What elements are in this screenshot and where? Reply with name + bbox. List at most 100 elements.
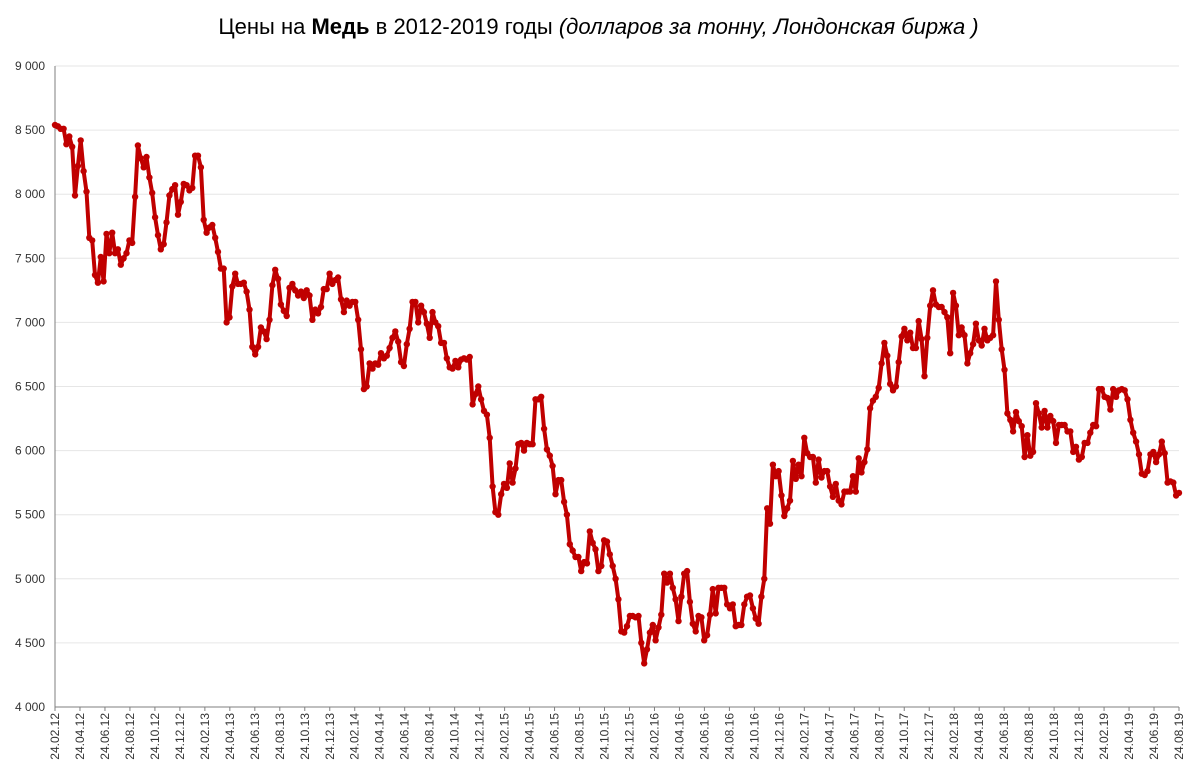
data-point: [363, 383, 370, 390]
data-point: [904, 337, 911, 344]
data-point: [615, 596, 622, 603]
data-point: [249, 343, 256, 350]
data-point: [1015, 417, 1022, 425]
data-point: [1044, 424, 1051, 431]
data-point: [260, 328, 267, 335]
data-point: [226, 314, 233, 321]
data-point: [792, 475, 799, 482]
data-point: [969, 341, 977, 348]
data-point: [272, 266, 279, 273]
x-tick-label: 24.02.19: [1097, 713, 1111, 760]
data-point: [203, 229, 210, 236]
data-point: [1124, 396, 1131, 403]
data-point: [918, 335, 925, 343]
data-point: [269, 282, 276, 289]
data-point: [303, 287, 310, 294]
data-point: [449, 365, 456, 372]
data-point: [317, 303, 325, 311]
data-point: [1038, 424, 1045, 431]
data-point: [109, 229, 116, 236]
data-point: [666, 570, 674, 577]
data-point: [895, 358, 902, 366]
data-point: [672, 596, 679, 603]
y-tick-label: 7 000: [15, 315, 45, 329]
data-point: [412, 298, 419, 306]
data-point: [603, 538, 611, 545]
data-point: [1130, 429, 1137, 436]
data-point: [864, 446, 871, 453]
data-point: [921, 373, 928, 380]
data-point: [818, 474, 825, 481]
data-point: [343, 297, 350, 304]
data-point: [1170, 479, 1177, 486]
data-point: [160, 241, 167, 248]
data-point: [1070, 448, 1077, 456]
data-point: [1104, 394, 1111, 402]
data-point: [77, 137, 84, 144]
data-point: [274, 275, 282, 282]
data-point: [174, 211, 182, 218]
data-point: [100, 278, 107, 285]
data-point: [1132, 438, 1140, 445]
data-point: [766, 520, 774, 527]
x-tick-label: 24.10.18: [1047, 713, 1061, 760]
data-point: [706, 611, 714, 618]
data-point: [967, 350, 974, 357]
x-tick-label: 24.04.12: [73, 713, 87, 760]
y-tick-label: 7 500: [15, 251, 45, 265]
data-point: [71, 192, 79, 199]
data-point: [120, 255, 127, 262]
data-point: [486, 434, 493, 441]
data-point: [609, 562, 616, 570]
data-point: [1061, 421, 1068, 429]
data-point: [369, 365, 376, 372]
data-point: [337, 296, 345, 303]
data-point: [692, 628, 699, 635]
data-point: [1029, 448, 1037, 456]
data-point: [377, 350, 385, 357]
data-point: [858, 469, 865, 476]
data-point: [832, 480, 839, 488]
data-point: [443, 355, 450, 362]
x-tick-label: 24.12.13: [323, 713, 337, 760]
data-point: [912, 344, 920, 352]
data-point: [540, 425, 548, 432]
data-point: [701, 637, 708, 644]
data-point: [243, 288, 250, 295]
x-tick-label: 24.12.16: [772, 713, 786, 760]
data-point: [549, 462, 556, 470]
y-tick-label: 6 500: [15, 380, 45, 394]
data-point: [949, 289, 957, 297]
data-point: [403, 341, 410, 348]
data-point: [254, 343, 262, 350]
data-point: [66, 133, 73, 140]
data-point: [661, 570, 668, 577]
data-point: [801, 434, 808, 441]
data-point: [406, 325, 413, 332]
data-point: [171, 182, 179, 189]
y-tick-label: 6 000: [15, 444, 45, 458]
data-point: [826, 483, 834, 490]
data-point: [955, 332, 962, 339]
x-tick-label: 24.10.14: [448, 713, 462, 760]
data-point: [1035, 410, 1043, 417]
data-point: [952, 302, 960, 309]
data-point: [123, 250, 130, 257]
data-point: [91, 271, 99, 279]
x-tick-label: 24.06.16: [697, 713, 711, 760]
data-point: [938, 303, 945, 311]
x-tick-label: 24.08.16: [722, 713, 736, 760]
data-point: [232, 270, 239, 277]
data-point: [200, 216, 207, 223]
data-point: [69, 143, 76, 150]
x-tick-label: 24.02.13: [198, 713, 212, 760]
data-point: [698, 614, 705, 621]
data-point: [1018, 423, 1025, 430]
x-tick-label: 24.08.19: [1172, 713, 1186, 760]
y-tick-label: 8 000: [15, 187, 45, 201]
data-point: [314, 310, 322, 317]
data-point: [146, 174, 153, 181]
data-point: [426, 334, 433, 341]
data-point: [1092, 423, 1100, 430]
data-point: [583, 560, 591, 567]
